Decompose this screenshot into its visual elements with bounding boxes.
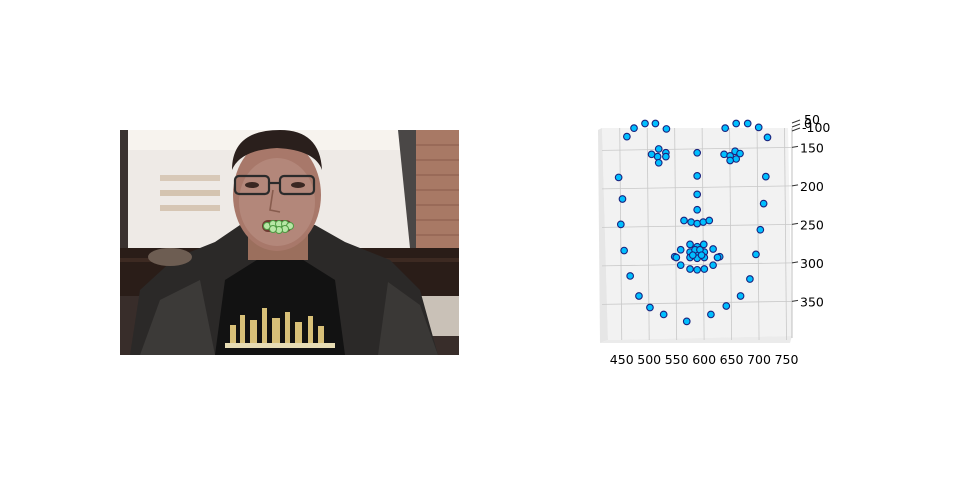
y-tick-mark bbox=[791, 299, 799, 302]
x-tick-label: 500 bbox=[637, 352, 661, 367]
y-tick-label: 250 bbox=[800, 217, 824, 232]
y-tick-mark bbox=[791, 222, 799, 225]
axis-ticks: 450 500 550 600 650 700 750150200250300350500-… bbox=[610, 112, 831, 367]
landmark-point bbox=[763, 133, 772, 142]
landmark-point bbox=[705, 216, 714, 225]
landmark-point bbox=[736, 149, 744, 158]
landmark-point bbox=[662, 125, 671, 133]
z-tick-label: 0 bbox=[804, 116, 812, 131]
landmark-point bbox=[697, 251, 706, 260]
landmark-point bbox=[614, 173, 623, 182]
plot-pane bbox=[602, 128, 792, 340]
landmark-point bbox=[688, 251, 697, 260]
x-tick-label: 600 bbox=[692, 352, 716, 367]
landmark-point bbox=[700, 265, 709, 273]
landmark-point bbox=[654, 158, 663, 167]
landmark-point bbox=[682, 317, 691, 326]
y-tick-label: 300 bbox=[800, 256, 824, 271]
landmark-point bbox=[616, 220, 625, 229]
landmark-point bbox=[672, 253, 681, 262]
x-grid-line bbox=[756, 127, 760, 341]
landmark-point bbox=[713, 253, 722, 262]
landmark-point bbox=[754, 123, 763, 132]
scatter-svg: 450 500 550 600 650 700 750150200250300350500-… bbox=[598, 112, 831, 367]
side-pane bbox=[598, 128, 608, 343]
landmark-point bbox=[693, 190, 702, 199]
landmark-point bbox=[721, 124, 730, 133]
landmark-point bbox=[709, 245, 717, 253]
landmark-point bbox=[676, 261, 685, 270]
landmark-point bbox=[686, 265, 694, 273]
y-tick-mark bbox=[791, 261, 799, 264]
landmark-point bbox=[680, 216, 688, 225]
landmark-point bbox=[693, 265, 702, 274]
landmark-point bbox=[662, 152, 670, 161]
landmark-point bbox=[623, 132, 631, 141]
landmark-point bbox=[693, 172, 702, 180]
landmark-point bbox=[752, 250, 760, 259]
landmark-point bbox=[659, 310, 668, 319]
landmark-point bbox=[746, 275, 754, 283]
scatter-points bbox=[614, 119, 772, 326]
x-grid-line bbox=[784, 127, 787, 341]
z-tick-label: -100 bbox=[802, 120, 830, 135]
y-tick-label: 200 bbox=[800, 179, 824, 194]
x-tick-label: 650 bbox=[720, 352, 744, 367]
face-photo-image bbox=[120, 130, 459, 355]
glasses bbox=[233, 174, 316, 196]
x-tick-label: 550 bbox=[665, 352, 689, 367]
landmark-point bbox=[676, 245, 685, 254]
landmark-point bbox=[709, 261, 717, 270]
landmark-point bbox=[743, 119, 752, 128]
landmark-point bbox=[756, 225, 765, 234]
landmark-point bbox=[722, 302, 731, 310]
landmark-point bbox=[654, 145, 663, 153]
x-grid-line bbox=[619, 127, 623, 341]
y-tick-mark bbox=[791, 145, 799, 148]
grid-lines bbox=[601, 127, 793, 341]
landmark-point bbox=[651, 119, 660, 128]
y-grid-line bbox=[601, 262, 793, 267]
landmark-point bbox=[646, 303, 654, 312]
x-grid-line bbox=[674, 127, 678, 341]
y-grid-line bbox=[601, 146, 793, 151]
hair bbox=[232, 130, 322, 170]
z-tick-mark bbox=[791, 127, 801, 132]
landmark-3d-scatter-plot: 450 500 550 600 650 700 750 150 200 250 300 350 50 0-… bbox=[560, 100, 850, 380]
mouth-landmarks bbox=[263, 220, 294, 234]
x-grid-line bbox=[701, 127, 705, 341]
landmark-point bbox=[699, 240, 708, 249]
landmark-point bbox=[761, 172, 770, 181]
landmark-point bbox=[630, 124, 638, 133]
y-tick-label: 350 bbox=[800, 294, 824, 309]
x-tick-label: 750 bbox=[775, 352, 799, 367]
z-tick-mark bbox=[791, 119, 801, 124]
y-tick-mark bbox=[791, 184, 799, 187]
landmark-point bbox=[732, 119, 741, 128]
landmark-point bbox=[736, 292, 745, 300]
bottom-pane bbox=[600, 336, 792, 343]
y-grid-line bbox=[601, 185, 793, 190]
y-tick-label: 150 bbox=[800, 140, 824, 155]
x-tick-label: 450 bbox=[610, 352, 634, 367]
landmark-point bbox=[686, 240, 694, 249]
landmark-point bbox=[693, 148, 702, 157]
landmark-point bbox=[618, 195, 627, 203]
landmark-point bbox=[626, 272, 635, 280]
landmark-point bbox=[707, 310, 715, 319]
landmark-point bbox=[641, 119, 649, 128]
landmark-point bbox=[635, 292, 643, 300]
y-grid-line bbox=[601, 300, 793, 305]
landmark-point bbox=[620, 246, 628, 255]
landmark-point bbox=[759, 199, 768, 208]
z-tick-mark bbox=[791, 123, 801, 128]
landmark-point bbox=[653, 152, 662, 161]
x-tick-label: 700 bbox=[747, 352, 771, 367]
landmark-point bbox=[726, 156, 734, 165]
landmark-point bbox=[693, 205, 702, 214]
webcam-photo bbox=[120, 130, 459, 355]
z-tick-label: 50 bbox=[804, 112, 820, 127]
